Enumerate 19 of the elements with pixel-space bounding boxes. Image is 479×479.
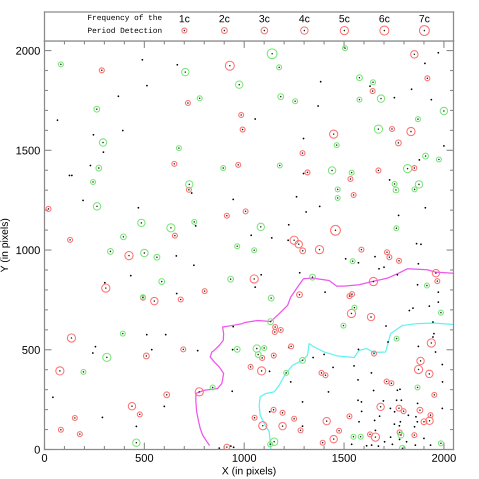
x-tick-label: 500 (136, 454, 154, 462)
legend-label: 3c (259, 14, 270, 22)
y-tick-label: 2000 (16, 46, 40, 55)
x-tick-label: 2000 (432, 454, 456, 462)
legend-label: 4c (299, 15, 310, 22)
legend-label: 6c (379, 14, 390, 22)
y-axis-title: Y (in pixels) (0, 218, 10, 272)
x-axis-title: X (in pixels) (222, 466, 276, 477)
y-tick-label: 1000 (16, 246, 40, 254)
x-tick-label: 1500 (332, 454, 356, 462)
legend-label: 2c (219, 14, 230, 22)
y-tick-label: 500 (22, 346, 40, 354)
legend-label: 5c (339, 15, 350, 22)
y-tick-label: 1500 (16, 146, 40, 154)
legend-label: 1c (180, 15, 190, 22)
x-tick-label: 1000 (232, 454, 256, 462)
y-tick-label: 0 (34, 446, 40, 454)
legend-label: 7c (419, 15, 430, 22)
x-tick-label: 0 (42, 454, 48, 462)
